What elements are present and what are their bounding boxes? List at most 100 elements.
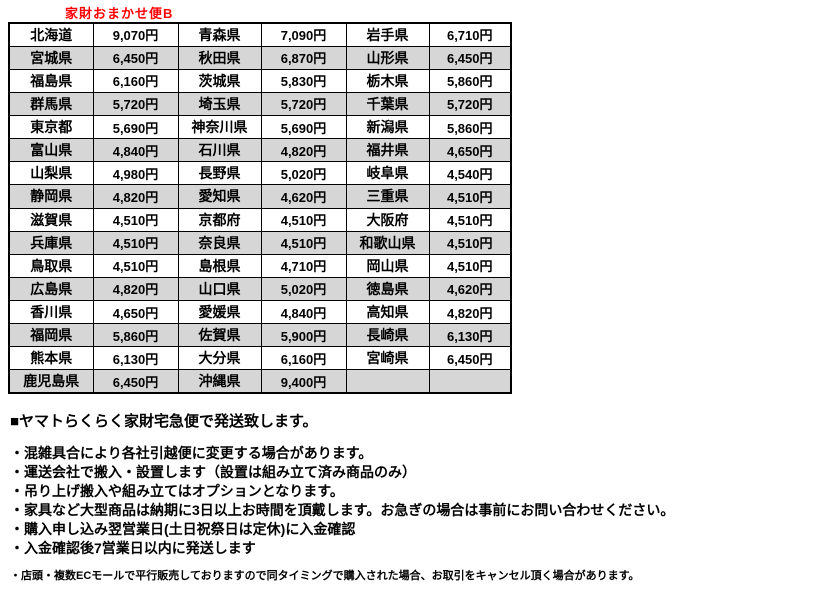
price-cell: 4,620円 <box>428 276 512 302</box>
note-bullet-item: ・入金確認後7営業日以内に発送します <box>10 540 256 556</box>
prefecture-cell: 栃木県 <box>345 68 430 93</box>
note-bullet-item: ・購入申し込み翌営業日(土日祝祭日は定休)に入金確認 <box>10 521 356 537</box>
note-bullet-item: ・家具など大型商品は納期に3日以上お時間を頂戴します。お急ぎの場合は事前にお問い… <box>10 502 675 518</box>
prefecture-cell: 新潟県 <box>345 114 430 140</box>
price-cell: 6,870円 <box>260 45 347 70</box>
table-row: 熊本県 6,130円 大分県 6,160円 宮崎県 6,450円 <box>8 346 512 371</box>
prefecture-cell: 山口県 <box>177 276 262 302</box>
prefecture-cell: 富山県 <box>8 138 94 163</box>
notes-section: ■ヤマトらくらく家財宅急便で発送致します。 ・混雑具合により各社引越便に変更する… <box>10 410 815 583</box>
price-cell: 4,510円 <box>428 230 512 255</box>
prefecture-cell: 愛媛県 <box>177 299 262 325</box>
prefecture-cell: 大阪府 <box>345 207 430 232</box>
prefecture-cell: 和歌山県 <box>345 230 430 255</box>
price-cell: 9,070円 <box>92 22 179 47</box>
price-cell: 5,720円 <box>92 91 179 117</box>
table-row: 富山県 4,840円 石川県 4,820円 福井県 4,650円 <box>8 138 512 163</box>
price-cell: 4,510円 <box>92 253 179 278</box>
price-cell: 5,020円 <box>260 276 347 302</box>
price-cell: 4,820円 <box>92 184 179 209</box>
prefecture-cell: 福島県 <box>8 68 94 93</box>
table-row: 山梨県 4,980円 長野県 5,020円 岐阜県 4,540円 <box>8 161 512 186</box>
prefecture-cell: 山形県 <box>345 45 430 70</box>
table-row: 宮城県 6,450円 秋田県 6,870円 山形県 6,450円 <box>8 45 512 70</box>
price-cell: 5,690円 <box>92 114 179 140</box>
prefecture-cell: 岩手県 <box>345 22 430 47</box>
prefecture-cell: 福井県 <box>345 138 430 163</box>
price-cell: 5,720円 <box>260 91 347 117</box>
price-cell: 4,540円 <box>428 161 512 186</box>
prefecture-cell: 埼玉県 <box>177 91 262 117</box>
prefecture-cell <box>345 369 430 394</box>
price-cell: 4,820円 <box>92 276 179 302</box>
prefecture-cell: 石川県 <box>177 138 262 163</box>
price-cell: 4,650円 <box>92 299 179 325</box>
price-cell: 5,860円 <box>428 114 512 140</box>
price-cell: 6,450円 <box>428 346 512 371</box>
prefecture-cell: 三重県 <box>345 184 430 209</box>
prefecture-cell: 東京都 <box>8 114 94 140</box>
price-cell: 4,820円 <box>428 299 512 325</box>
prefecture-cell: 兵庫県 <box>8 230 94 255</box>
price-cell: 5,690円 <box>260 114 347 140</box>
prefecture-cell: 鳥取県 <box>8 253 94 278</box>
price-cell: 5,860円 <box>92 323 179 348</box>
prefecture-cell: 福岡県 <box>8 323 94 348</box>
price-cell: 7,090円 <box>260 22 347 47</box>
price-cell: 6,450円 <box>428 45 512 70</box>
price-cell: 6,130円 <box>428 323 512 348</box>
prefecture-cell: 大分県 <box>177 346 262 371</box>
parallel-sales-note: ・店頭・複数ECモールで平行販売しておりますので同タイミングで購入された場合、お… <box>10 570 640 582</box>
prefecture-cell: 熊本県 <box>8 346 94 371</box>
prefecture-cell: 神奈川県 <box>177 114 262 140</box>
prefecture-cell: 宮崎県 <box>345 346 430 371</box>
price-cell: 5,830円 <box>260 68 347 93</box>
prefecture-cell: 長崎県 <box>345 323 430 348</box>
price-cell: 6,160円 <box>92 68 179 93</box>
prefecture-cell: 徳島県 <box>345 276 430 302</box>
notes-heading: ■ヤマトらくらく家財宅急便で発送致します。 <box>10 413 318 430</box>
price-cell: 4,620円 <box>260 184 347 209</box>
prefecture-cell: 群馬県 <box>8 91 94 117</box>
prefecture-cell: 千葉県 <box>345 91 430 117</box>
prefecture-cell: 高知県 <box>345 299 430 325</box>
shipping-price-table: 北海道 9,070円 青森県 7,090円 岩手県 6,710円 宮城県 6,450円 秋田県 6… <box>8 22 512 394</box>
price-cell: 4,510円 <box>428 207 512 232</box>
price-cell: 6,450円 <box>92 369 179 394</box>
table-row: 香川県 4,650円 愛媛県 4,840円 高知県 4,820円 <box>8 299 512 325</box>
price-cell: 4,840円 <box>92 138 179 163</box>
price-cell: 5,720円 <box>428 91 512 117</box>
price-cell <box>428 369 512 394</box>
shipping-price-table-body: 北海道 9,070円 青森県 7,090円 岩手県 6,710円 宮城県 6,450円 秋田県 6… <box>8 22 512 394</box>
price-cell: 4,980円 <box>92 161 179 186</box>
prefecture-cell: 奈良県 <box>177 230 262 255</box>
price-cell: 4,840円 <box>260 299 347 325</box>
price-cell: 4,710円 <box>260 253 347 278</box>
price-cell: 4,510円 <box>92 230 179 255</box>
price-cell: 6,710円 <box>428 22 512 47</box>
prefecture-cell: 青森県 <box>177 22 262 47</box>
note-bullet-item: ・運送会社で搬入・設置します（設置は組み立て済み商品のみ） <box>10 464 416 480</box>
table-row: 北海道 9,070円 青森県 7,090円 岩手県 6,710円 <box>8 22 512 47</box>
prefecture-cell: 沖縄県 <box>177 369 262 394</box>
prefecture-cell: 長野県 <box>177 161 262 186</box>
table-row: 群馬県 5,720円 埼玉県 5,720円 千葉県 5,720円 <box>8 91 512 117</box>
table-row: 福島県 6,160円 茨城県 5,830円 栃木県 5,860円 <box>8 68 512 93</box>
price-cell: 4,510円 <box>260 207 347 232</box>
notes-bullet-list: ・混雑具合により各社引越便に変更する場合があります。・運送会社で搬入・設置します… <box>10 444 815 558</box>
price-cell: 4,510円 <box>428 184 512 209</box>
price-cell: 6,160円 <box>260 346 347 371</box>
price-cell: 5,020円 <box>260 161 347 186</box>
table-row: 福岡県 5,860円 佐賀県 5,900円 長崎県 6,130円 <box>8 323 512 348</box>
table-row: 滋賀県 4,510円 京都府 4,510円 大阪府 4,510円 <box>8 207 512 232</box>
prefecture-cell: 宮城県 <box>8 45 94 70</box>
price-cell: 4,510円 <box>428 253 512 278</box>
prefecture-cell: 広島県 <box>8 276 94 302</box>
prefecture-cell: 鹿児島県 <box>8 369 94 394</box>
price-cell: 4,820円 <box>260 138 347 163</box>
note-bullet-item: ・混雑具合により各社引越便に変更する場合があります。 <box>10 445 373 461</box>
prefecture-cell: 岐阜県 <box>345 161 430 186</box>
prefecture-cell: 佐賀県 <box>177 323 262 348</box>
prefecture-cell: 京都府 <box>177 207 262 232</box>
